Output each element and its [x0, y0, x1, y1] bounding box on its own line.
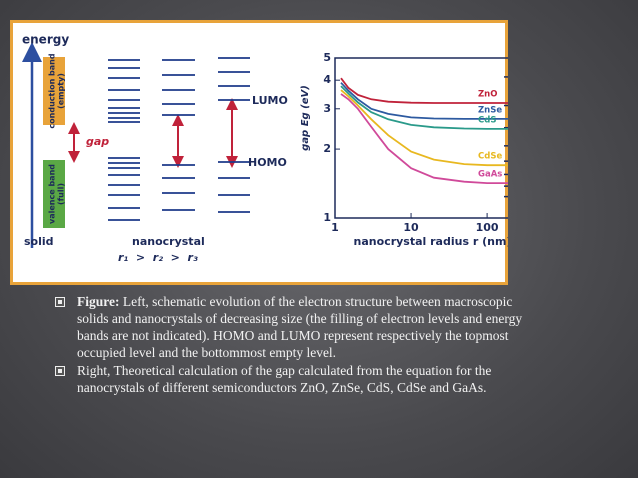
bullet-lead: Figure:	[77, 294, 120, 309]
bullet-text: Right, Theoretical calculation of the ga…	[77, 363, 492, 395]
figure: energy conduction band (empty) valence b…	[10, 20, 508, 285]
homo-label: HOMO	[248, 156, 287, 169]
lumo-label: LUMO	[252, 94, 288, 107]
size-order: r₁ > r₂ > r₃	[118, 251, 198, 264]
valence-band	[43, 160, 65, 228]
conduction-band-label: conduction band	[48, 53, 57, 128]
legend-label: CdS	[478, 115, 496, 125]
bullet: Right, Theoretical calculation of the ga…	[55, 362, 545, 396]
x-tick-label: 100	[476, 221, 499, 234]
legend-label: CdSe	[478, 152, 502, 162]
y-tick-label: 1	[323, 211, 331, 224]
series-line	[340, 85, 508, 130]
bullet: Figure: Left, schematic evolution of the…	[55, 293, 545, 361]
y-tick-label: 4	[323, 73, 331, 86]
series-line	[340, 82, 508, 120]
y-tick-label: 3	[323, 102, 331, 115]
x-axis-label: nanocrystal radius r (nm)	[354, 235, 508, 248]
figure-frame	[10, 20, 508, 285]
series-line	[340, 93, 508, 184]
conduction-band	[43, 57, 65, 125]
valence-band-label: valence band	[48, 164, 57, 224]
series-line	[340, 89, 508, 167]
gap-label: gap	[86, 135, 109, 148]
valence-band-label: (full)	[57, 183, 66, 205]
conduction-band-label: (empty)	[57, 73, 66, 109]
x-tick-label: 1	[331, 221, 339, 234]
bullet-text: Left, schematic evolution of the electro…	[77, 294, 523, 360]
y-tick-label: 5	[323, 51, 331, 64]
x-tick-label: 10	[403, 221, 419, 234]
legend-label: ZnSe	[478, 105, 502, 115]
legend-label: GaAs	[478, 170, 502, 180]
y-tick-label: 2	[323, 142, 331, 155]
gap-chart: 123451101003004005006007008009001,000nan…	[300, 51, 508, 248]
bullet-list: Figure: Left, schematic evolution of the…	[55, 293, 545, 397]
y-axis-label: gap Eg (eV)	[300, 85, 311, 151]
plot-frame	[334, 57, 508, 219]
nanocrystal-label: nanocrystal	[132, 235, 205, 248]
energy-label: energy	[22, 33, 69, 47]
series-line	[340, 77, 508, 104]
solid-label: solid	[24, 235, 54, 248]
levels	[108, 57, 250, 221]
legend-label: ZnO	[478, 89, 497, 99]
